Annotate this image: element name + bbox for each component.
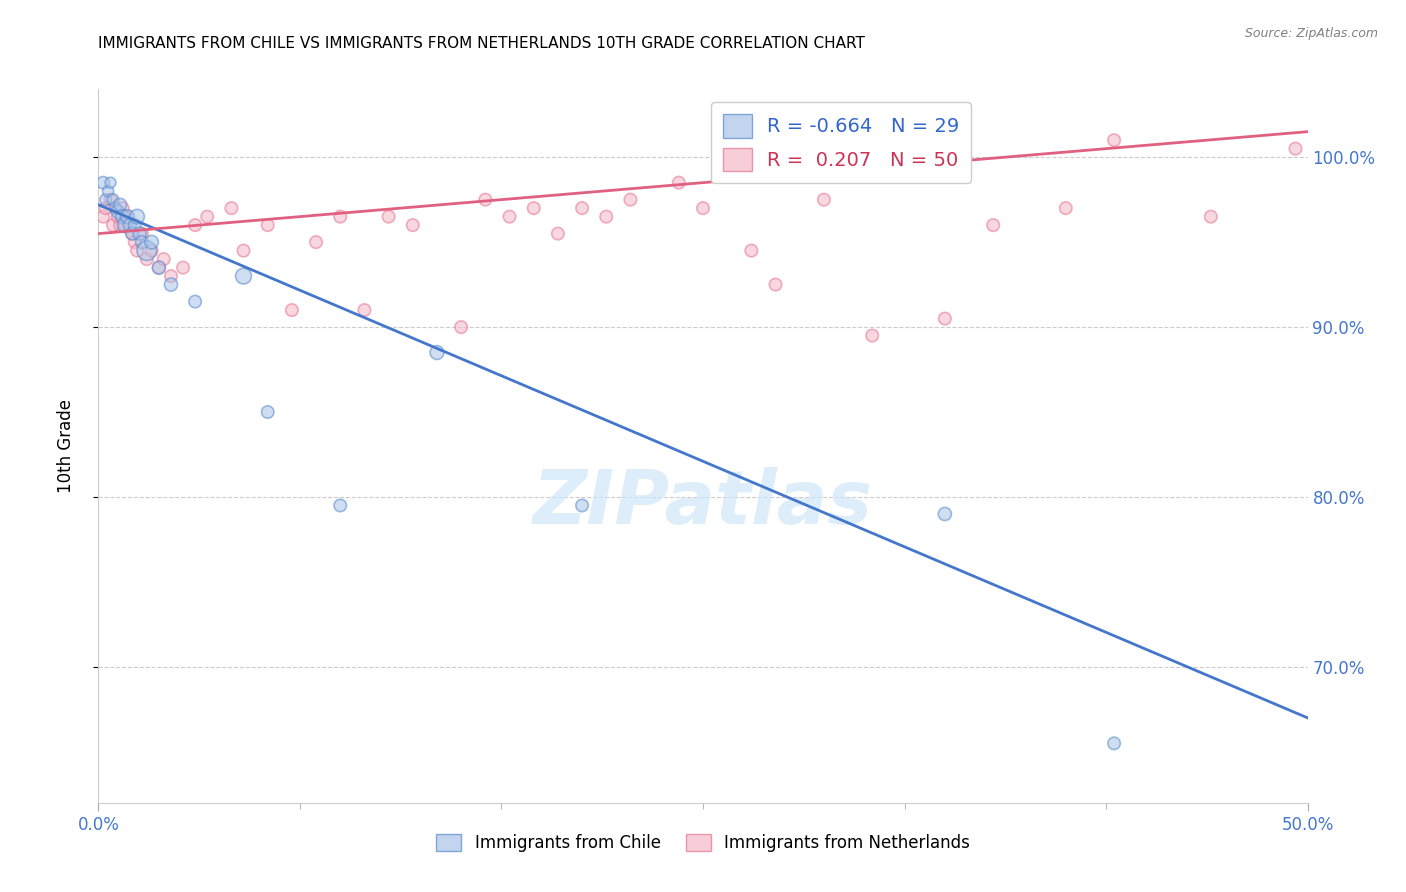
Point	[108, 198, 131, 212]
Point	[402, 218, 425, 232]
Point	[160, 269, 183, 284]
Point	[135, 244, 157, 258]
Point	[474, 193, 496, 207]
Point	[152, 252, 174, 266]
Text: ZIPatlas: ZIPatlas	[533, 467, 873, 540]
Point	[108, 218, 131, 232]
Y-axis label: 10th Grade: 10th Grade	[56, 399, 75, 493]
Point	[121, 227, 143, 241]
Point	[281, 303, 304, 318]
Point	[329, 499, 352, 513]
Point	[184, 218, 207, 232]
Point	[91, 176, 114, 190]
Point	[141, 235, 163, 249]
Point	[100, 176, 122, 190]
Point	[172, 260, 194, 275]
Point	[256, 218, 278, 232]
Point	[114, 218, 136, 232]
Text: Source: ZipAtlas.com: Source: ZipAtlas.com	[1244, 27, 1378, 40]
Point	[1199, 210, 1222, 224]
Point	[114, 218, 136, 232]
Point	[692, 201, 714, 215]
Point	[101, 193, 124, 207]
Point	[619, 193, 641, 207]
Point	[813, 193, 835, 207]
Point	[765, 277, 787, 292]
Point	[124, 235, 146, 249]
Point	[981, 218, 1004, 232]
Point	[111, 201, 134, 215]
Point	[131, 235, 153, 249]
Point	[426, 345, 449, 359]
Point	[135, 252, 157, 266]
Point	[100, 193, 122, 207]
Text: IMMIGRANTS FROM CHILE VS IMMIGRANTS FROM NETHERLANDS 10TH GRADE CORRELATION CHAR: IMMIGRANTS FROM CHILE VS IMMIGRANTS FROM…	[98, 36, 865, 51]
Point	[329, 210, 352, 224]
Point	[232, 269, 254, 284]
Point	[131, 227, 153, 241]
Point	[523, 201, 546, 215]
Point	[195, 210, 218, 224]
Legend: Immigrants from Chile, Immigrants from Netherlands: Immigrants from Chile, Immigrants from N…	[430, 827, 976, 859]
Point	[740, 244, 762, 258]
Point	[117, 210, 139, 224]
Point	[1054, 201, 1077, 215]
Point	[184, 294, 207, 309]
Point	[104, 201, 127, 215]
Point	[934, 507, 956, 521]
Point	[94, 193, 117, 207]
Point	[1102, 133, 1125, 147]
Point	[97, 184, 120, 198]
Point	[107, 210, 129, 224]
Point	[121, 227, 143, 241]
Point	[353, 303, 375, 318]
Point	[160, 277, 183, 292]
Point	[124, 218, 146, 232]
Point	[860, 328, 883, 343]
Point	[148, 260, 170, 275]
Point	[1284, 142, 1306, 156]
Point	[571, 201, 593, 215]
Point	[101, 218, 124, 232]
Point	[94, 201, 117, 215]
Point	[91, 210, 114, 224]
Point	[141, 244, 163, 258]
Point	[221, 201, 243, 215]
Point	[107, 204, 129, 219]
Point	[117, 210, 139, 224]
Point	[148, 260, 170, 275]
Point	[128, 227, 150, 241]
Point	[127, 244, 149, 258]
Point	[668, 176, 690, 190]
Point	[450, 320, 472, 334]
Point	[127, 210, 149, 224]
Point	[305, 235, 328, 249]
Point	[571, 499, 593, 513]
Point	[118, 218, 141, 232]
Point	[595, 210, 617, 224]
Point	[547, 227, 569, 241]
Point	[498, 210, 520, 224]
Point	[232, 244, 254, 258]
Point	[111, 210, 134, 224]
Point	[256, 405, 278, 419]
Point	[1102, 736, 1125, 750]
Point	[934, 311, 956, 326]
Point	[377, 210, 399, 224]
